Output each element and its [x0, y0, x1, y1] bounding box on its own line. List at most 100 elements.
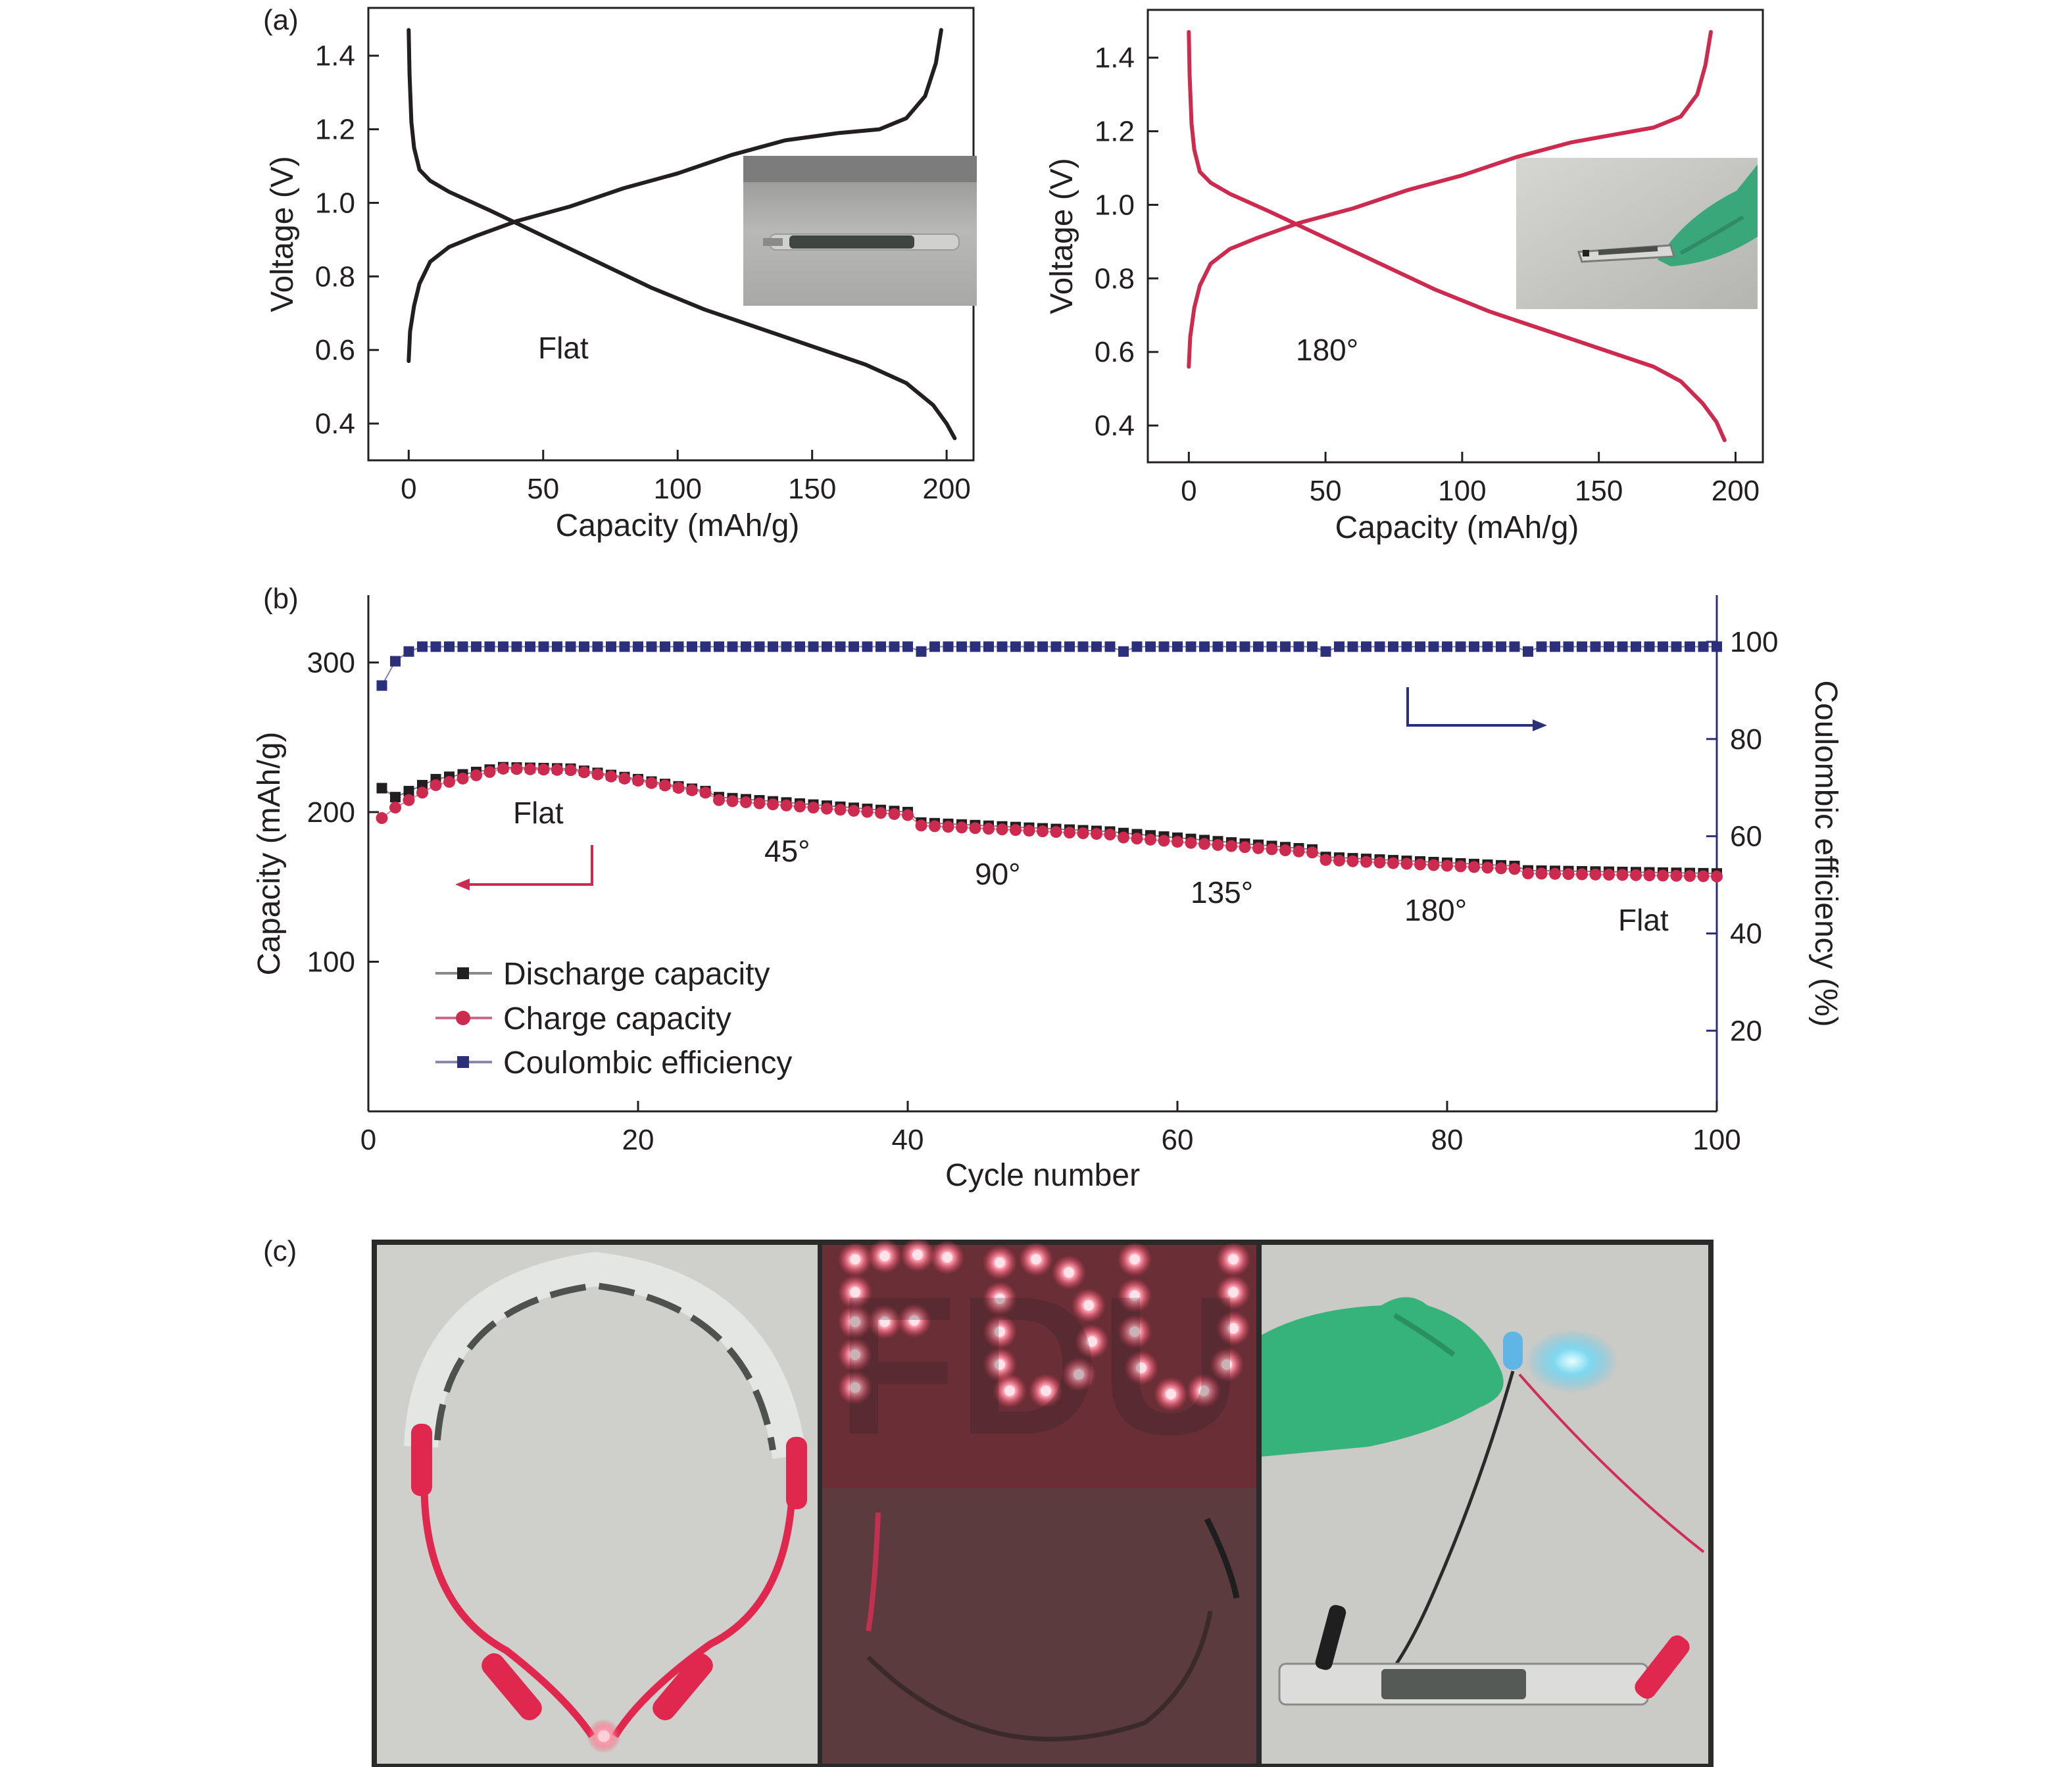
- y2-tick-label: 60: [1730, 821, 1762, 853]
- charge-point: [1481, 861, 1494, 874]
- coulombic-point: [943, 641, 954, 652]
- coulombic-point: [1320, 646, 1331, 657]
- series-charge: [376, 762, 1723, 883]
- coulombic-point: [1415, 641, 1425, 652]
- charge-point: [1603, 869, 1615, 881]
- coulombic-point: [1010, 641, 1021, 652]
- series-discharge: [376, 762, 1722, 879]
- coulombic-point: [1024, 641, 1035, 652]
- charge-point: [1495, 862, 1507, 875]
- plot-a-bent-annotation: 180°: [1296, 333, 1358, 367]
- plot-b-y-axis: 100 200 300: [307, 646, 379, 978]
- charge-point: [1630, 869, 1642, 881]
- red-led: [1228, 1323, 1239, 1334]
- red-led: [1136, 1363, 1147, 1373]
- coulombic-point: [700, 641, 711, 652]
- coulombic-point: [808, 641, 819, 652]
- charge-point: [416, 787, 428, 799]
- series-line: [381, 767, 1717, 877]
- red-led: [1087, 1336, 1097, 1347]
- red-led: [1129, 1326, 1140, 1337]
- charge-point: [1010, 824, 1022, 836]
- coulombic-point: [1185, 641, 1196, 652]
- red-led: [942, 1252, 952, 1263]
- red-led: [1129, 1290, 1140, 1301]
- coulombic-point: [862, 641, 873, 652]
- charge-point: [713, 794, 725, 806]
- coulombic-point: [1091, 641, 1102, 652]
- coulombic-point: [1388, 641, 1398, 652]
- coulombic-point: [1712, 641, 1722, 652]
- coulombic-point: [417, 641, 428, 652]
- plot-a-bent-frame: [1147, 9, 1764, 464]
- coulombic-point: [403, 646, 414, 657]
- coulombic-point: [1239, 641, 1250, 652]
- x-tick-label: 50: [527, 473, 559, 505]
- charge-point: [1697, 870, 1710, 883]
- coulombic-point: [1442, 641, 1452, 652]
- charge-point: [1522, 867, 1534, 880]
- y-tick-label: 0.6: [315, 334, 355, 366]
- coulombic-point: [390, 656, 401, 667]
- legend-charge-label: Charge capacity: [503, 1002, 731, 1036]
- plot-b-arrow-left-axis: [455, 845, 593, 890]
- coulombic-point: [1482, 641, 1493, 652]
- plot-a-bent-curves: [1187, 30, 1727, 443]
- coulombic-point: [1374, 641, 1385, 652]
- discharge-point: [390, 792, 401, 803]
- charge-point: [470, 769, 482, 781]
- charge-point: [956, 821, 968, 834]
- coulombic-point: [633, 641, 643, 652]
- y-tick-label: 1.0: [1095, 189, 1135, 221]
- x-tick-label: 80: [1431, 1124, 1464, 1156]
- coulombic-point: [1401, 641, 1412, 652]
- charge-point: [686, 784, 698, 796]
- charge-point: [861, 806, 874, 818]
- plot-b-annotation-flat-start: Flat: [513, 796, 564, 830]
- coulombic-point: [1172, 641, 1183, 652]
- charge-point: [929, 820, 941, 833]
- charge-point: [753, 797, 766, 810]
- coulombic-point: [592, 641, 603, 652]
- y-tick-label: 300: [307, 646, 355, 679]
- red-led: [1004, 1386, 1015, 1396]
- charge-point: [551, 763, 563, 776]
- charge-point: [969, 822, 981, 835]
- charge-point: [1346, 855, 1359, 867]
- charge-point: [1535, 867, 1548, 880]
- coulombic-point: [1064, 641, 1075, 652]
- charge-point: [915, 819, 927, 832]
- coulombic-point: [916, 646, 927, 657]
- coulombic-point: [484, 641, 495, 652]
- x-tick-label: 40: [892, 1124, 924, 1156]
- y-tick-label: 1.2: [1095, 116, 1135, 148]
- charge-point: [1414, 858, 1426, 871]
- coulombic-point: [646, 641, 657, 652]
- charge-point: [1225, 840, 1237, 852]
- plot-b-annotation-flat-end: Flat: [1618, 903, 1669, 937]
- charge-point: [1118, 831, 1129, 844]
- charge-point: [1684, 870, 1696, 883]
- red-led: [1166, 1389, 1176, 1399]
- x-tick-label: 0: [360, 1124, 376, 1156]
- charge-point: [1616, 869, 1629, 881]
- coulombic-point: [1563, 641, 1574, 652]
- curve-charge: [1187, 30, 1713, 369]
- plot-a-bent-inset-photo: [1516, 158, 1758, 309]
- red-led: [879, 1251, 890, 1261]
- charge-point: [699, 787, 712, 799]
- red-led: [850, 1349, 860, 1360]
- plot-a-flat-inset-photo: [743, 156, 977, 306]
- charge-point: [1172, 836, 1183, 848]
- red-led: [1228, 1254, 1239, 1265]
- red-led: [1064, 1267, 1074, 1278]
- charge-point: [632, 775, 644, 787]
- coulombic-point: [902, 641, 913, 652]
- coulombic-point: [956, 641, 967, 652]
- charge-point: [389, 802, 401, 814]
- panel-label-a: (a): [263, 4, 299, 36]
- charge-point: [1657, 869, 1669, 882]
- coulombic-point: [1617, 641, 1628, 652]
- coulombic-point: [1590, 641, 1601, 652]
